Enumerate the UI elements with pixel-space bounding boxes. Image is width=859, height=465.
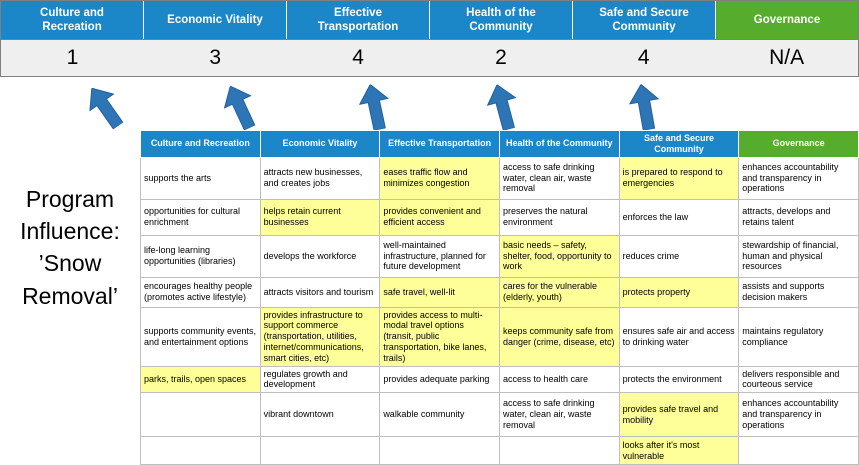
matrix-cell-r4-c2: attracts visitors and tourism: [259, 276, 381, 308]
matrix-row-1: supports the arts attracts new businesses…: [140, 156, 859, 200]
matrix-cell-r4-c6: assists and supports decision makers: [738, 276, 859, 308]
matrix-cell-r5-c1: supports community events, and entertain…: [140, 306, 261, 367]
matrix-cell-r8-c1: [140, 436, 261, 465]
matrix-row-5: supports community events, and entertain…: [140, 306, 859, 367]
summary-header-safe-and-secure-community: Safe and Secure Community: [573, 1, 715, 39]
matrix-cell-r7-c3: walkable community: [379, 392, 500, 438]
matrix-cell-r7-c6: enhances accountability and transparency…: [738, 392, 859, 438]
matrix-cell-r5-c2: provides infrastructure to support comme…: [259, 306, 381, 367]
matrix-header-row: Culture and Recreation Economic Vitality E…: [140, 130, 859, 158]
matrix-row-6: parks, trails, open spaces regulates grow…: [140, 365, 859, 394]
influence-matrix: Culture and Recreation Economic Vitality E…: [140, 130, 859, 465]
matrix-cell-r2-c3: provides convenient and efficient access: [379, 198, 500, 236]
matrix-cell-r8-c5: looks after it's most vulnerable: [618, 436, 740, 465]
summary-header-economic-vitality: Economic Vitality: [144, 1, 286, 39]
matrix-cell-r1-c1: supports the arts: [140, 156, 261, 200]
matrix-cell-r7-c2: vibrant downtown: [259, 392, 381, 438]
up-arrow-icon: [483, 81, 524, 133]
matrix-cell-r3-c2: develops the workforce: [259, 234, 381, 278]
matrix-cell-r8-c6: [738, 436, 859, 465]
matrix-cell-r3-c1: life-long learning opportunities (librar…: [140, 234, 261, 278]
matrix-row-8: looks after it's most vulnerable: [140, 436, 859, 465]
matrix-column-header-health-of-the-community: Health of the Community: [498, 130, 620, 158]
matrix-cell-r1-c3: eases traffic flow and minimizes congest…: [379, 156, 500, 200]
summary-score-culture-and-recreation: 1: [66, 46, 79, 69]
summary-score-safe-and-secure-community: 4: [637, 46, 650, 69]
matrix-cell-r3-c5: reduces crime: [618, 234, 740, 278]
matrix-cell-r7-c5: provides safe travel and mobility: [618, 392, 740, 438]
matrix-cell-r8-c3: [379, 436, 500, 465]
matrix-cell-r4-c1: encourages healthy people (promotes acti…: [140, 276, 261, 308]
matrix-cell-r2-c1: opportunities for cultural enrichment: [140, 198, 261, 236]
matrix-cell-r6-c5: protects the environment: [618, 365, 740, 394]
matrix-cell-r1-c2: attracts new businesses, and creates job…: [259, 156, 381, 200]
matrix-cell-r6-c6: delivers responsible and courteous servi…: [738, 365, 859, 394]
summary-score-row: 1 3 4 2 4 N/A: [1, 39, 858, 76]
matrix-cell-r7-c1: [140, 392, 261, 438]
summary-score-health-of-the-community: 2: [495, 46, 507, 69]
up-arrow-icon: [356, 81, 395, 132]
matrix-cell-r5-c3: provides access to multi-modal travel op…: [379, 306, 500, 367]
up-arrow-icon: [626, 82, 664, 133]
matrix-cell-r4-c3: safe travel, well-lit: [379, 276, 500, 308]
matrix-cell-r2-c4: preserves the natural environment: [498, 198, 620, 236]
matrix-cell-r6-c1: parks, trails, open spaces: [140, 365, 261, 394]
matrix-cell-r2-c5: enforces the law: [618, 198, 740, 236]
matrix-cell-r1-c5: is prepared to respond to emergencies: [618, 156, 740, 200]
matrix-row-3: life-long learning opportunities (librar…: [140, 234, 859, 278]
matrix-cell-r5-c4: keeps community safe from danger (crime,…: [498, 306, 620, 367]
matrix-row-7: vibrant downtown walkable community access…: [140, 392, 859, 438]
up-arrow-icon: [80, 80, 131, 135]
summary-header-effective-transportation: Effective Transportation: [287, 1, 429, 39]
matrix-cell-r6-c2: regulates growth and development: [259, 365, 381, 394]
summary-header-culture-and-recreation: Culture and Recreation: [1, 1, 143, 39]
summary-score-effective-transportation: 4: [352, 46, 364, 69]
score-summary-block: Culture and Recreation Economic Vitality E…: [0, 0, 859, 77]
matrix-column-header-effective-transportation: Effective Transportation: [379, 130, 500, 158]
matrix-cell-r7-c4: access to safe drinking water, clean air…: [498, 392, 620, 438]
matrix-row-2: opportunities for cultural enrichment hel…: [140, 198, 859, 236]
summary-score-governance: N/A: [769, 46, 805, 69]
matrix-column-header-safe-and-secure-community: Safe and Secure Community: [618, 130, 740, 158]
matrix-column-header-governance: Governance: [738, 130, 859, 158]
matrix-cell-r3-c3: well-maintained infrastructure, planned …: [379, 234, 500, 278]
page-title: Program Influence: ’Snow Removal’: [20, 186, 120, 309]
matrix-row-4: encourages healthy people (promotes acti…: [140, 276, 859, 308]
summary-header-health-of-the-community: Health of the Community: [430, 1, 572, 39]
matrix-cell-r5-c5: ensures safe air and access to drinking …: [618, 306, 740, 367]
matrix-cell-r1-c4: access to safe drinking water, clean air…: [498, 156, 620, 200]
matrix-cell-r3-c4: basic needs – safety, shelter, food, opp…: [498, 234, 620, 278]
matrix-column-header-culture-and-recreation: Culture and Recreation: [140, 130, 261, 158]
matrix-cell-r8-c2: [259, 436, 381, 465]
summary-score-economic-vitality: 3: [209, 46, 222, 69]
summary-header-governance: Governance: [716, 1, 858, 39]
matrix-cell-r2-c2: helps retain current businesses: [259, 198, 381, 236]
matrix-cell-r6-c3: provides adequate parking: [379, 365, 500, 394]
up-arrow-icon: [217, 80, 264, 134]
matrix-cell-r4-c5: protects property: [618, 276, 740, 308]
matrix-cell-r5-c6: maintains regulatory compliance: [738, 306, 859, 367]
matrix-cell-r8-c4: [498, 436, 620, 465]
summary-header-row: Culture and Recreation Economic Vitality E…: [1, 1, 858, 39]
matrix-cell-r3-c6: stewardship of financial, human and phys…: [738, 234, 859, 278]
matrix-cell-r4-c4: cares for the vulnerable (elderly, youth…: [498, 276, 620, 308]
matrix-cell-r2-c6: attracts, develops and retains talent: [738, 198, 859, 236]
matrix-cell-r1-c6: enhances accountability and transparency…: [738, 156, 859, 200]
matrix-cell-r6-c4: access to health care: [498, 365, 620, 394]
matrix-column-header-economic-vitality: Economic Vitality: [259, 130, 381, 158]
matrix-body: supports the arts attracts new businesses…: [140, 156, 859, 465]
